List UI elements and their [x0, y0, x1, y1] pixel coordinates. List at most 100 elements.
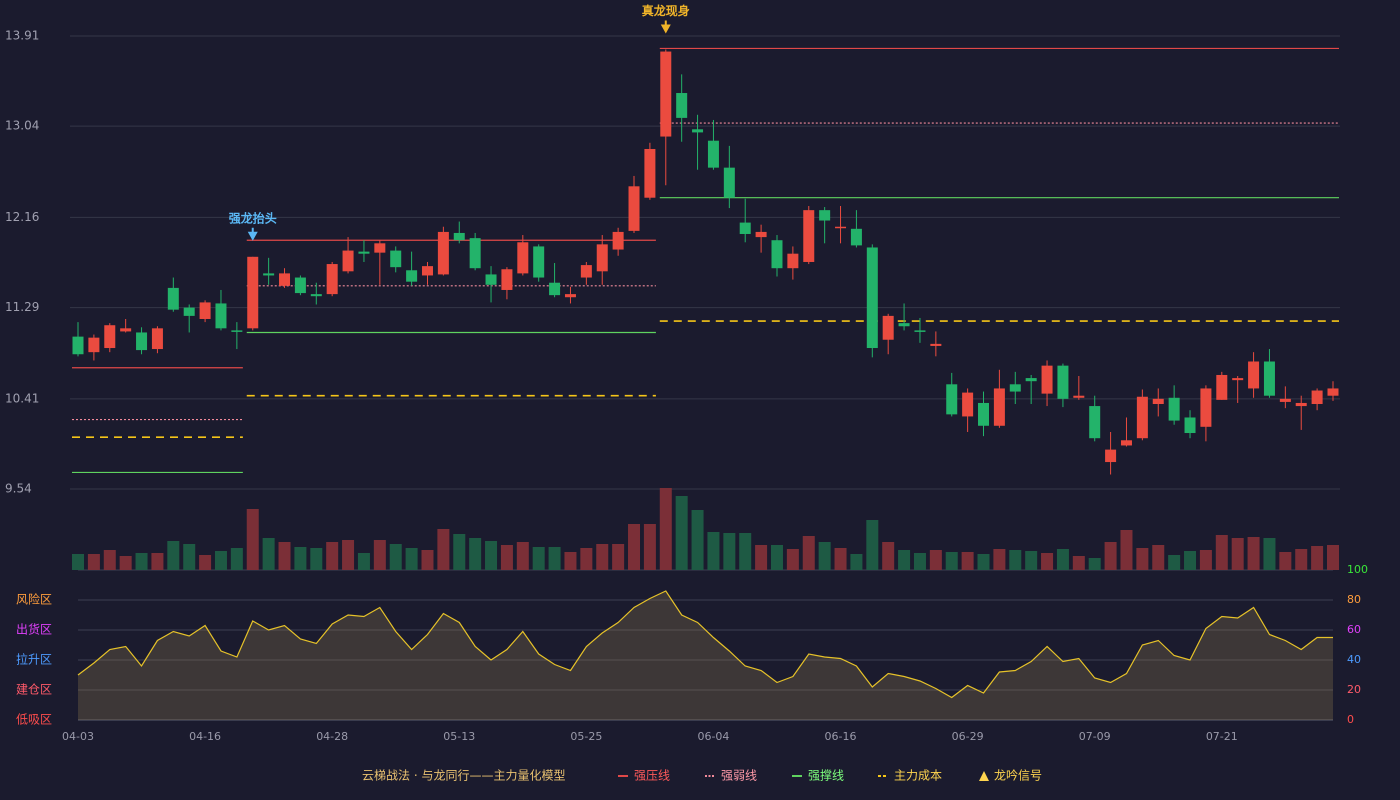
- indicator-tick-label: 0: [1347, 713, 1354, 726]
- candle-body: [644, 148, 656, 198]
- volume-bar: [357, 553, 370, 570]
- volume-bar: [72, 554, 84, 570]
- candle-body: [755, 231, 767, 238]
- candle-body: [1327, 388, 1339, 396]
- candle-body: [1216, 374, 1228, 400]
- candle-body: [279, 273, 291, 286]
- candle-body: [707, 140, 719, 168]
- candle-body: [835, 226, 847, 229]
- volume-bar: [866, 520, 879, 570]
- candle-body: [1248, 361, 1260, 389]
- candle-body: [580, 265, 592, 278]
- candle-body: [294, 277, 306, 294]
- legend-label: 龙吟信号: [994, 768, 1042, 783]
- x-tick-label: 07-09: [1079, 730, 1111, 743]
- candle-body: [723, 167, 735, 198]
- candle-body: [1136, 396, 1148, 439]
- volume-bar: [278, 542, 291, 570]
- candle-body: [183, 307, 195, 316]
- candle-body: [72, 336, 84, 355]
- volume-bar: [755, 545, 768, 570]
- candle-body: [167, 287, 179, 310]
- volume-bar: [103, 550, 116, 570]
- volume-bar: [262, 538, 275, 570]
- volume-bar: [929, 550, 942, 570]
- candle-body: [136, 332, 148, 351]
- volume-bar: [786, 549, 799, 570]
- candle-body: [1232, 378, 1244, 381]
- volume-bar: [913, 553, 926, 570]
- candle-body: [406, 270, 418, 282]
- signal-arrow: [247, 227, 258, 241]
- candle-body: [692, 129, 704, 133]
- legend-label: 主力成本: [894, 769, 942, 783]
- volume-bar: [612, 544, 625, 570]
- signal-label: 强龙抬头: [229, 210, 277, 225]
- candle-body: [437, 231, 449, 275]
- legend-label: 强撑线: [808, 768, 844, 783]
- candle-body: [215, 303, 227, 329]
- volume-bar: [516, 542, 529, 570]
- volume-bar: [945, 552, 958, 570]
- candle-body: [342, 250, 354, 272]
- candle-body: [914, 330, 926, 332]
- volume-bar: [882, 542, 895, 570]
- candle-body: [1279, 398, 1291, 402]
- candle-body: [882, 315, 894, 340]
- volume-bar: [135, 553, 148, 570]
- candle-body: [803, 210, 815, 262]
- volume-bar: [1120, 530, 1133, 570]
- candle-body: [978, 402, 990, 426]
- candle-body: [1168, 397, 1180, 421]
- volume-bar: [405, 548, 418, 570]
- candle-body: [628, 186, 640, 231]
- volume-bar: [373, 540, 386, 570]
- volume-bar: [961, 552, 974, 570]
- candle-body: [1073, 395, 1085, 398]
- volume-bar: [659, 488, 672, 570]
- volume-bar: [1072, 556, 1085, 570]
- volume-bar: [214, 551, 227, 570]
- candle-body: [1041, 365, 1053, 394]
- candle-body: [993, 388, 1005, 426]
- volume-bar: [1168, 555, 1181, 570]
- volume-bar: [993, 549, 1006, 570]
- candle-body: [612, 231, 624, 250]
- volume-bar: [691, 510, 704, 570]
- volume-bar: [770, 545, 783, 570]
- volume-bar: [564, 552, 577, 570]
- x-tick-label: 05-25: [570, 730, 602, 743]
- volume-bar: [850, 554, 863, 570]
- x-tick-label: 06-04: [697, 730, 729, 743]
- candle-body: [930, 343, 942, 346]
- x-tick-label: 07-21: [1206, 730, 1238, 743]
- volume-bar: [675, 496, 688, 570]
- candle-body: [946, 384, 958, 415]
- volume-bar: [485, 541, 498, 570]
- indicator-area: [78, 591, 1333, 720]
- volume-bar: [199, 555, 212, 570]
- volume-bar: [1279, 552, 1292, 570]
- volume-bar: [326, 542, 339, 570]
- candle-body: [866, 247, 878, 349]
- volume-bar: [1231, 538, 1244, 570]
- x-tick-label: 06-16: [825, 730, 857, 743]
- volume-bar: [1199, 550, 1212, 570]
- volume-bar: [723, 533, 736, 570]
- candle-body: [1263, 361, 1275, 396]
- y-tick-label: 10.41: [5, 391, 39, 405]
- volume-bar: [310, 548, 323, 570]
- x-tick-label: 04-03: [62, 730, 94, 743]
- y-tick-label: 12.16: [5, 210, 39, 224]
- candle-body: [1311, 390, 1323, 404]
- volume-bar: [802, 536, 815, 570]
- zone-label: 出货区: [16, 622, 52, 637]
- candle-body: [962, 392, 974, 417]
- volume-bar: [246, 509, 259, 570]
- candle-body: [88, 337, 100, 353]
- signal-arrow: [660, 20, 671, 34]
- legend-label: 强弱线: [721, 769, 757, 783]
- candle-body: [1057, 365, 1069, 399]
